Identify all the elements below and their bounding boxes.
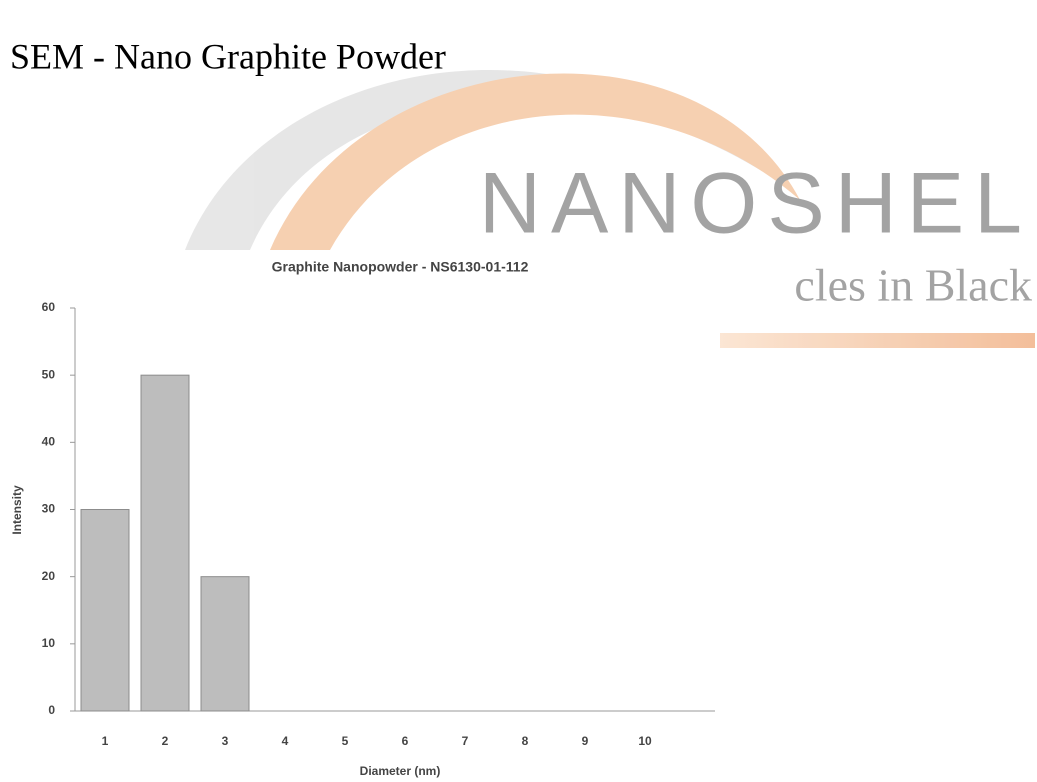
x-tick-label: 8 (522, 734, 529, 748)
page-heading: SEM - Nano Graphite Powder (10, 36, 446, 76)
x-tick-label: 2 (162, 734, 169, 748)
x-tick-label: 5 (342, 734, 349, 748)
x-tick-label: 4 (282, 734, 289, 748)
bar (201, 577, 249, 711)
y-tick-label: 20 (42, 569, 56, 583)
y-tick-label: 50 (42, 367, 56, 381)
watermark-tagline: cles in Black (794, 260, 1032, 311)
page: NANOSHEL cles in Black SEM - Nano Graphi… (0, 0, 1037, 782)
x-tick-label: 9 (582, 734, 589, 748)
chart-title: Graphite Nanopowder - NS6130-01-112 (272, 259, 529, 275)
bar (81, 510, 129, 712)
bar (141, 375, 189, 711)
x-tick-label: 10 (638, 734, 652, 748)
x-tick-label: 7 (462, 734, 469, 748)
watermark-brand: NANOSHEL (479, 156, 1032, 252)
x-tick-label: 6 (402, 734, 409, 748)
x-axis-title: Diameter (nm) (360, 764, 441, 778)
y-tick-label: 60 (42, 300, 56, 314)
y-tick-label: 40 (42, 435, 56, 449)
y-tick-label: 10 (42, 636, 56, 650)
x-tick-label: 3 (222, 734, 229, 748)
y-axis-title: Intensity (10, 485, 24, 535)
watermark: NANOSHEL cles in Black (185, 70, 1035, 348)
y-tick-label: 30 (42, 502, 56, 516)
y-tick-label: 0 (48, 703, 55, 717)
watermark-bar (720, 333, 1035, 348)
x-tick-label: 1 (102, 734, 109, 748)
